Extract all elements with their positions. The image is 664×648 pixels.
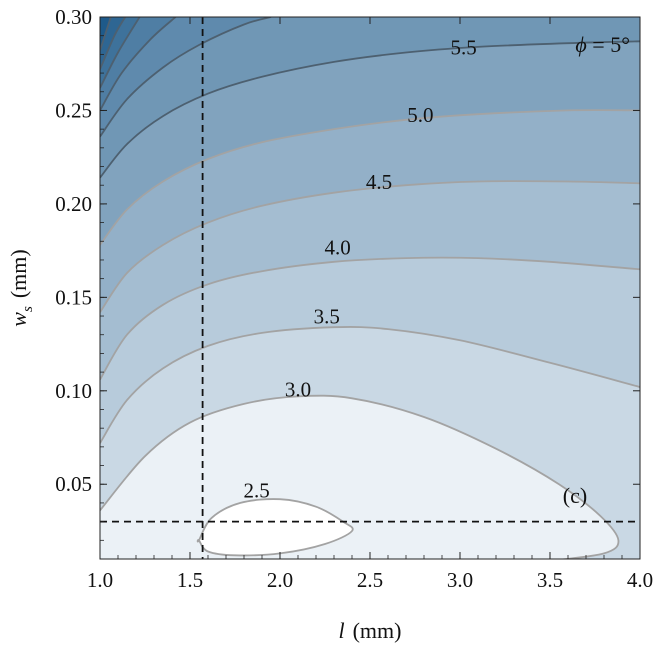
- panel-label: (c): [563, 483, 587, 508]
- x-axis-title: l (mm): [338, 618, 401, 643]
- contour-line-layer: [100, 17, 640, 559]
- contour-label-5.0: 5.0: [407, 103, 433, 127]
- y-tick-label: 0.15: [55, 285, 92, 309]
- x-tick-label: 1.0: [87, 568, 113, 592]
- contour-label-3.0: 3.0: [285, 378, 311, 402]
- dashed-marker-layer: [100, 17, 640, 559]
- contour-line-2.5: [196, 498, 354, 557]
- contour-line-4.0: [100, 256, 640, 381]
- x-tick-label: 4.0: [627, 568, 653, 592]
- contour-label-5.5: 5.5: [450, 36, 476, 60]
- x-tick-label: 2.5: [357, 568, 383, 592]
- band-below-2.5: [197, 499, 353, 556]
- y-axis-title: ws (mm): [6, 249, 36, 326]
- contour-line-7.5: [100, 17, 126, 70]
- y-tick-label: 0.10: [55, 379, 92, 403]
- contour-label-2.5: 2.5: [243, 478, 269, 502]
- phi-annotation: ϕ = 5°: [575, 32, 630, 57]
- x-tick-label: 3.0: [447, 568, 473, 592]
- contour-label-4.0: 4.0: [324, 235, 350, 259]
- contour-line-3.5: [100, 326, 640, 444]
- y-tick-label: 0.30: [55, 5, 92, 29]
- y-tick-label: 0.05: [55, 472, 92, 496]
- contour-line-8.0: [100, 17, 112, 51]
- contour-line-5.5: [100, 40, 640, 179]
- x-axis-unit: (mm): [353, 618, 402, 643]
- y-axis-subscript: s: [20, 306, 36, 312]
- x-tick-label: 3.5: [537, 568, 563, 592]
- contour-line-3.0: [100, 394, 620, 559]
- contour-line-4.5: [100, 180, 640, 313]
- plot-area: 2.5 3.0 3.5 4.0 4.5 5.0 5.5: [100, 17, 640, 559]
- phi-value: = 5°: [587, 32, 630, 57]
- y-axis-unit: (mm): [6, 249, 31, 298]
- y-tick-label: 0.20: [55, 192, 92, 216]
- contour-label-3.5: 3.5: [314, 305, 340, 329]
- ticks-layer: 1.0 1.5 2.0 2.5 3.0 3.5 4.0 0.05 0.10 0.15 0.20 0.2…: [55, 5, 653, 592]
- phi-symbol: ϕ: [575, 32, 586, 57]
- contour-label-layer: 2.5 3.0 3.5 4.0 4.5 5.0 5.5: [243, 36, 476, 503]
- x-tick-label: 1.5: [177, 568, 203, 592]
- contour-fill-layer: [100, 17, 640, 559]
- x-tick-label: 2.0: [267, 568, 293, 592]
- contour-line-5.0: [100, 109, 640, 246]
- contour-line-6.5: [100, 17, 177, 111]
- y-tick-label: 0.25: [55, 98, 92, 122]
- contour-line-7.0: [100, 17, 141, 89]
- contour-line-6.0: [100, 17, 272, 138]
- x-axis-symbol: l: [338, 618, 344, 643]
- band-above-5.5: [100, 17, 640, 178]
- contour-label-4.5: 4.5: [366, 170, 392, 194]
- y-axis-symbol: w: [6, 312, 31, 327]
